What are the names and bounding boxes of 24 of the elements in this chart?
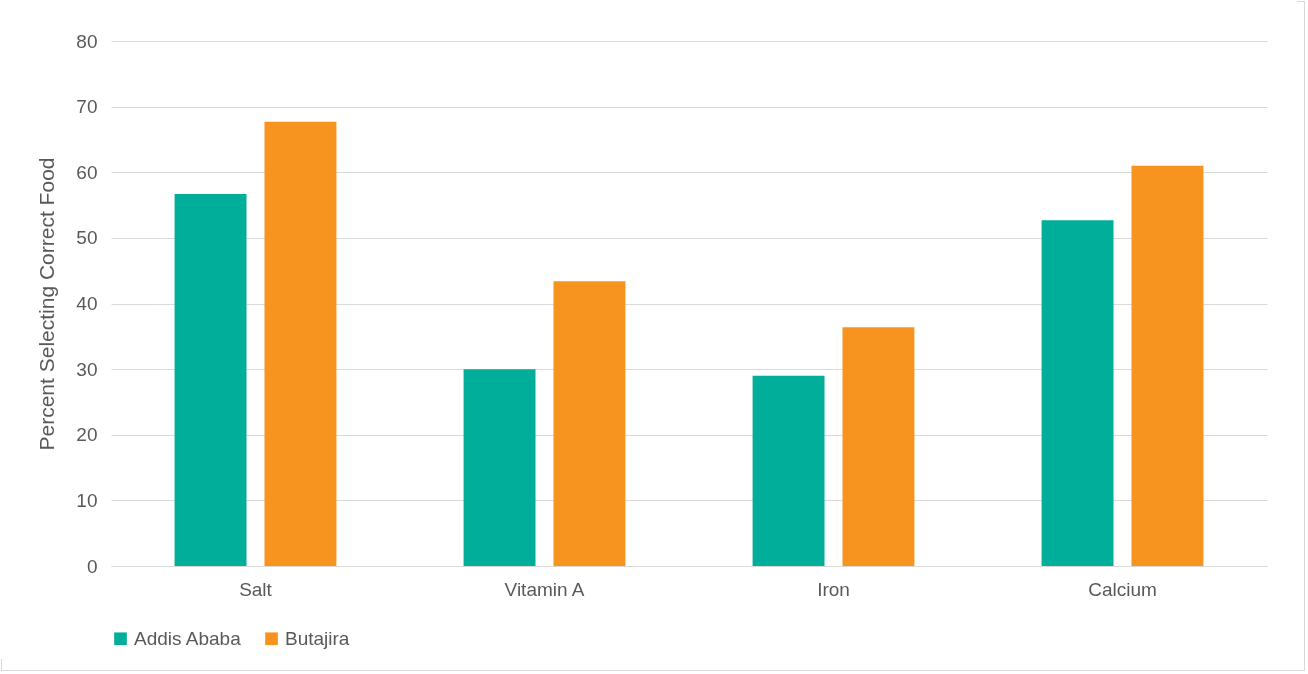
- x-tick-label: Vitamin A: [504, 578, 585, 600]
- y-tick-label: 70: [76, 96, 98, 118]
- bar: [842, 327, 915, 566]
- x-tick-label: Salt: [239, 578, 273, 600]
- bar: [174, 193, 247, 566]
- y-tick-label: 40: [76, 293, 98, 314]
- bar: [752, 375, 825, 566]
- y-axis-title: Percent Selecting Correct Food: [35, 157, 59, 451]
- y-tick-label: 0: [86, 555, 98, 577]
- bar: [1131, 165, 1204, 566]
- bar: [463, 369, 536, 566]
- legend-label: Addis Ababa: [134, 627, 242, 649]
- x-tick-label: Iron: [817, 578, 850, 600]
- y-tick-label: 10: [76, 489, 98, 511]
- y-tick-label: 60: [76, 161, 98, 183]
- y-tick-label: 80: [76, 30, 98, 52]
- bar: [264, 121, 337, 566]
- x-tick-label: Calcium: [1088, 578, 1157, 600]
- bar: [553, 281, 626, 566]
- y-tick-label: 50: [76, 227, 98, 249]
- bar: [1041, 220, 1114, 566]
- legend-label: Butajira: [285, 627, 350, 649]
- y-tick-label: 30: [76, 358, 98, 380]
- y-tick-label: 20: [76, 424, 98, 446]
